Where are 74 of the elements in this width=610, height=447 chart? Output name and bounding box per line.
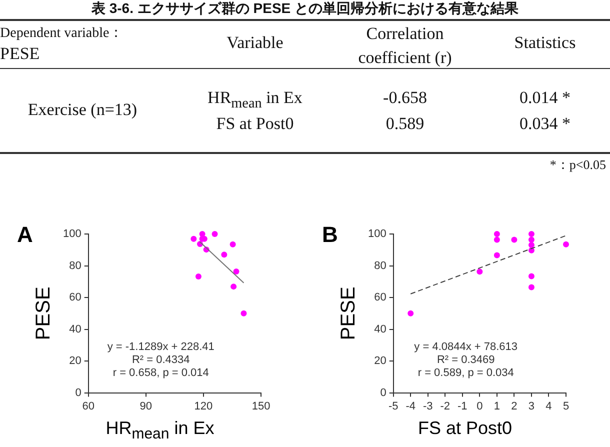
y-tick-label: 40 xyxy=(374,323,386,336)
y-tick-label: 100 xyxy=(62,228,82,240)
point xyxy=(528,284,534,290)
x-tick-label: 1 xyxy=(494,400,500,412)
point xyxy=(212,231,218,237)
x-tick-label: -2 xyxy=(440,400,450,412)
x-tick-label: 150 xyxy=(252,400,270,412)
text: PESE xyxy=(0,44,40,63)
point xyxy=(528,231,534,237)
point xyxy=(528,242,534,248)
x-tick-label: 5 xyxy=(562,400,570,412)
point xyxy=(494,252,500,258)
point xyxy=(233,268,240,274)
chart-title: B xyxy=(322,222,338,248)
text: 0.034 * xyxy=(520,114,570,133)
x-axis-title: FS at Post0 xyxy=(416,418,514,439)
x-tick-label: 4 xyxy=(546,400,552,412)
x-tick-label: 120 xyxy=(194,400,213,412)
y-tick-label: 60 xyxy=(374,292,386,304)
annotation: R² = 0.3469 xyxy=(436,354,495,366)
annotation: R² = 0.4334 xyxy=(132,354,190,366)
y-axis-title: PESE xyxy=(338,286,360,340)
x-tick-label: 90 xyxy=(140,400,152,412)
x-tick-label: -5 xyxy=(388,400,398,412)
chart-title: A xyxy=(17,222,33,248)
y-tick-label: 80 xyxy=(69,260,82,272)
text: coefficient (r) xyxy=(358,48,452,67)
text: Dependent variable： xyxy=(0,26,124,41)
text: 0.014 * xyxy=(520,88,570,107)
x-tick-label: 2 xyxy=(511,400,518,412)
point xyxy=(563,241,569,248)
text: *：p<0.05 xyxy=(550,157,606,172)
x-tick-label: 3 xyxy=(528,400,535,412)
y-tick-label: 40 xyxy=(69,323,82,336)
y-axis-title: PESE xyxy=(32,286,55,340)
x-tick-label: 60 xyxy=(82,400,94,412)
point xyxy=(511,236,518,243)
point xyxy=(528,236,534,243)
text: 0.589 xyxy=(386,114,424,133)
point xyxy=(221,252,228,258)
text: Statistics xyxy=(514,33,576,52)
annotation: y = -1.1289x + 228.41 xyxy=(107,340,214,353)
text: Variable xyxy=(226,33,284,52)
x-tick-label: -1 xyxy=(458,400,468,412)
point xyxy=(195,274,202,280)
y-tick-label: 0 xyxy=(75,386,82,399)
annotation: r = 0.589, p = 0.034 xyxy=(418,366,514,379)
text: Exercise (n=13) xyxy=(28,100,138,119)
y-tick-label: 60 xyxy=(69,292,82,304)
y-tick-label: 20 xyxy=(69,355,82,368)
text: Correlation xyxy=(366,24,444,43)
point xyxy=(230,241,236,248)
annotation: r = 0.658, p = 0.014 xyxy=(112,366,209,379)
x-tick-label: -4 xyxy=(406,400,416,412)
y-tick-label: 0 xyxy=(380,386,386,399)
x-tick-label: -3 xyxy=(422,400,433,412)
annotation: y = 4.0844x + 78.613 xyxy=(414,340,518,353)
text: FS at Post0 xyxy=(216,114,294,133)
point xyxy=(190,236,197,242)
point xyxy=(408,310,414,316)
x-tick-label: 0 xyxy=(476,400,483,412)
point xyxy=(494,231,500,237)
text: 表 3-6. エクササイズ群の PESE との単回帰分析における有意な結果 xyxy=(90,0,520,18)
text: -0.658 xyxy=(383,88,427,107)
y-tick-label: 20 xyxy=(374,355,386,368)
point xyxy=(476,268,483,275)
text: HR$_{mean}$ in Ex xyxy=(208,88,302,112)
point xyxy=(230,284,237,290)
x-axis-title: HR$_{mean}$ in Ex xyxy=(104,418,216,443)
point xyxy=(240,310,247,316)
y-tick-label: 80 xyxy=(374,260,386,272)
y-tick-label: 100 xyxy=(368,228,386,240)
point xyxy=(494,236,500,243)
point xyxy=(528,273,534,280)
